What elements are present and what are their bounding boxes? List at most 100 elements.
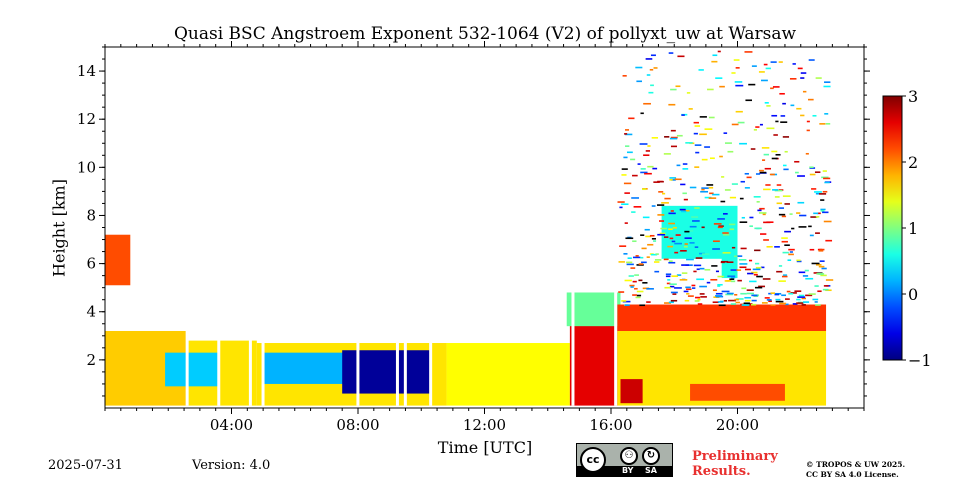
data-speck (751, 299, 757, 302)
data-speck (712, 54, 718, 57)
data-speck (782, 251, 789, 254)
data-speck (699, 285, 707, 288)
data-speck (626, 151, 633, 154)
data-speck (631, 197, 640, 199)
data-speck (808, 98, 814, 101)
data-speck (740, 292, 747, 295)
data-speck (670, 179, 676, 181)
data-speck (663, 153, 671, 155)
data-speck (760, 266, 765, 269)
data-speck (642, 188, 647, 191)
data-speck (706, 184, 714, 186)
data-speck (666, 282, 671, 285)
data-speck (812, 298, 819, 301)
data-speck (739, 142, 747, 145)
cc-license-badge[interactable]: cc ⚇ ↻ BY SA (576, 443, 673, 477)
data-speck (669, 260, 673, 262)
data-speck (820, 199, 825, 201)
data-speck (699, 267, 705, 270)
data-speck (657, 180, 664, 183)
data-speck (796, 107, 802, 110)
data-speck (821, 267, 827, 270)
data-speck (670, 210, 674, 212)
data-speck (632, 256, 641, 259)
data-speck (669, 177, 677, 179)
data-speck (695, 296, 701, 299)
cc-label-by: BY (622, 466, 634, 475)
data-speck (653, 261, 660, 263)
data-speck (646, 74, 651, 76)
y-tick-label: 12 (77, 110, 96, 128)
data-speck (718, 225, 724, 227)
data-region (446, 343, 570, 406)
data-speck (677, 55, 685, 58)
data-speck (725, 293, 733, 296)
data-speck (739, 263, 748, 265)
data-speck (763, 239, 769, 241)
data-speck (693, 270, 697, 273)
data-speck (672, 226, 677, 229)
data-speck (631, 211, 636, 213)
data-speck (644, 172, 652, 175)
data-speck (687, 295, 694, 297)
data-speck (809, 173, 816, 176)
data-speck (694, 246, 699, 248)
data-speck (684, 299, 690, 302)
data-speck (799, 214, 807, 217)
data-speck (801, 304, 806, 306)
data-speck (621, 174, 627, 176)
data-speck (668, 212, 676, 215)
data-speck (619, 245, 627, 247)
data-speck (717, 285, 721, 287)
data-speck (701, 226, 705, 229)
data-speck (759, 171, 767, 174)
data-speck (811, 188, 817, 190)
data-speck (694, 166, 700, 168)
data-speck (800, 114, 805, 117)
data-speck (797, 296, 806, 298)
data-speck (737, 121, 745, 124)
data-gap (248, 287, 252, 406)
data-speck (781, 240, 788, 243)
data-speck (700, 190, 709, 193)
data-speck (624, 304, 630, 306)
data-speck (792, 63, 796, 65)
data-speck (763, 153, 770, 156)
data-speck (730, 280, 736, 283)
data-speck (693, 121, 699, 124)
data-speck (715, 270, 720, 273)
data-speck (797, 67, 803, 70)
data-speck (765, 184, 771, 186)
data-speck (795, 171, 799, 174)
data-speck (813, 272, 818, 274)
data-speck (686, 92, 691, 94)
data-speck (639, 143, 648, 145)
data-gap (571, 287, 575, 406)
data-speck (636, 264, 644, 266)
data-speck (737, 279, 742, 282)
data-speck (763, 188, 771, 191)
data-speck (692, 220, 700, 222)
data-speck (760, 233, 767, 235)
data-speck (679, 208, 686, 211)
data-speck (664, 136, 670, 138)
data-speck (693, 132, 698, 135)
data-speck (619, 206, 623, 209)
data-gap (185, 287, 189, 406)
data-speck (709, 157, 715, 160)
data-speck (754, 249, 761, 252)
data-speck (661, 202, 669, 204)
data-speck (730, 303, 737, 305)
data-speck (618, 261, 625, 263)
data-speck (689, 225, 697, 228)
data-speck (699, 133, 707, 136)
data-speck (822, 288, 829, 291)
cc-badge-strip (577, 466, 672, 476)
x-axis-label: Time [UTC] (437, 438, 533, 457)
data-speck (784, 150, 788, 153)
data-speck (686, 293, 690, 295)
data-speck (785, 303, 789, 306)
data-speck (747, 272, 754, 275)
data-speck (675, 234, 681, 236)
